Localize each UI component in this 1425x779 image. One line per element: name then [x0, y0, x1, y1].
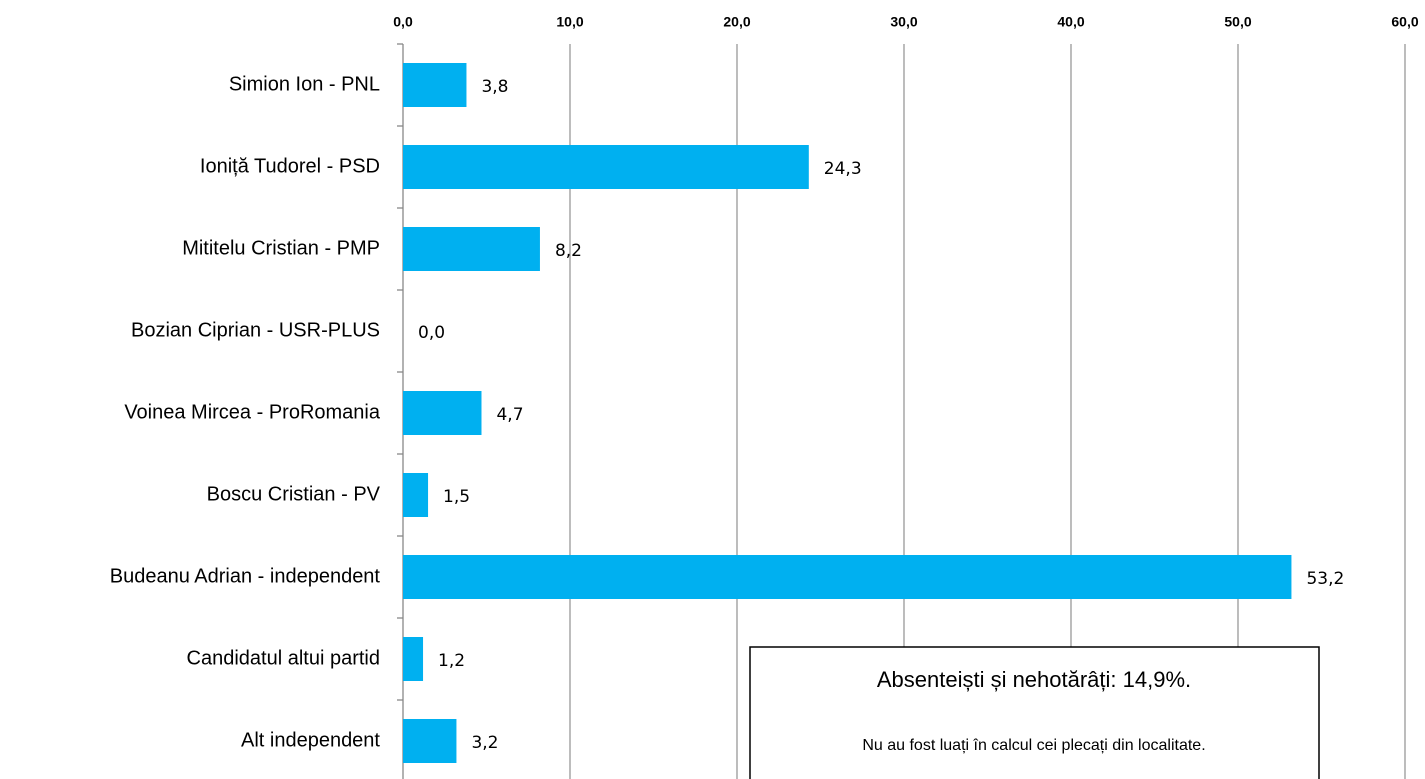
data-label: 1,5	[443, 487, 470, 507]
data-label: 1,2	[438, 651, 465, 671]
bar	[403, 719, 457, 763]
annotation: Absenteiști și nehotărâți: 14,9%.	[877, 667, 1191, 692]
x-tick-label: 10,0	[556, 14, 583, 30]
data-label: 0,0	[418, 323, 445, 343]
y-tick-label: Mititelu Cristian - PMP	[182, 237, 380, 259]
bar	[403, 555, 1292, 599]
bar	[403, 473, 429, 517]
y-tick-label: Boscu Cristian - PV	[207, 483, 381, 505]
annotation: Nu au fost luați în calcul cei plecați d…	[862, 737, 1205, 754]
x-tick-label: 40,0	[1057, 14, 1084, 30]
x-tick-label: 60,0	[1391, 14, 1418, 30]
annotation-box	[749, 646, 1320, 779]
y-tick-label: Bozian Ciprian - USR-PLUS	[131, 319, 380, 341]
data-label: 3,8	[481, 77, 508, 97]
data-label: 4,7	[496, 405, 523, 425]
y-tick-label: Voinea Mircea - ProRomania	[124, 401, 381, 423]
x-tick-label: 20,0	[723, 14, 750, 30]
y-tick-label: Candidatul altui partid	[187, 647, 380, 669]
x-tick-label: 50,0	[1224, 14, 1251, 30]
bar	[403, 227, 540, 271]
bar	[403, 63, 467, 107]
data-label: 53,2	[1306, 569, 1344, 589]
bar	[403, 637, 424, 681]
bar	[403, 391, 482, 435]
y-tick-label: Budeanu Adrian - independent	[110, 565, 381, 587]
y-tick-label: Alt independent	[241, 729, 380, 751]
x-tick-label: 30,0	[890, 14, 917, 30]
bar	[403, 145, 809, 189]
y-tick-label: Ioniță Tudorel - PSD	[200, 155, 380, 177]
x-tick-label: 0,0	[393, 14, 413, 30]
data-label: 8,2	[555, 241, 582, 261]
data-label: 3,2	[471, 733, 498, 753]
y-tick-label: Simion Ion - PNL	[229, 73, 380, 95]
data-label: 24,3	[824, 159, 862, 179]
